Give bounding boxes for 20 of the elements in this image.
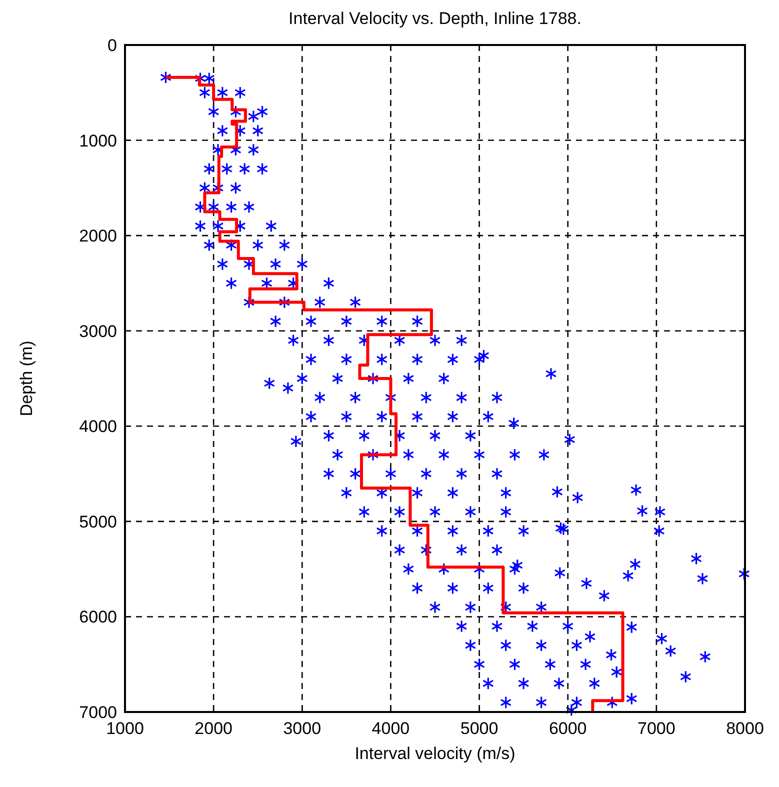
x-tick-label: 1000 — [106, 719, 144, 738]
y-tick-label: 6000 — [79, 608, 117, 627]
y-tick-label: 0 — [108, 36, 117, 55]
y-tick-label: 1000 — [79, 131, 117, 150]
x-tick-label: 4000 — [372, 719, 410, 738]
x-tick-label: 7000 — [638, 719, 676, 738]
y-tick-label: 4000 — [79, 417, 117, 436]
y-tick-label: 2000 — [79, 226, 117, 246]
x-tick-label: 8000 — [726, 719, 764, 738]
y-tick-label: 3000 — [79, 322, 117, 341]
x-tick-label: 2000 — [194, 719, 232, 738]
x-tick-label: 3000 — [283, 719, 322, 738]
x-tick-label: 6000 — [548, 719, 587, 738]
y-tick-label: 5000 — [79, 512, 117, 532]
y-axis-title: Depth (m) — [17, 340, 36, 416]
chart-title: Interval Velocity vs. Depth, Inline 1788. — [288, 9, 582, 28]
y-tick-label: 7000 — [79, 703, 117, 722]
x-tick-label: 5000 — [460, 719, 498, 738]
x-axis-title: Interval velocity (m/s) — [354, 744, 516, 763]
line-series — [164, 76, 624, 714]
